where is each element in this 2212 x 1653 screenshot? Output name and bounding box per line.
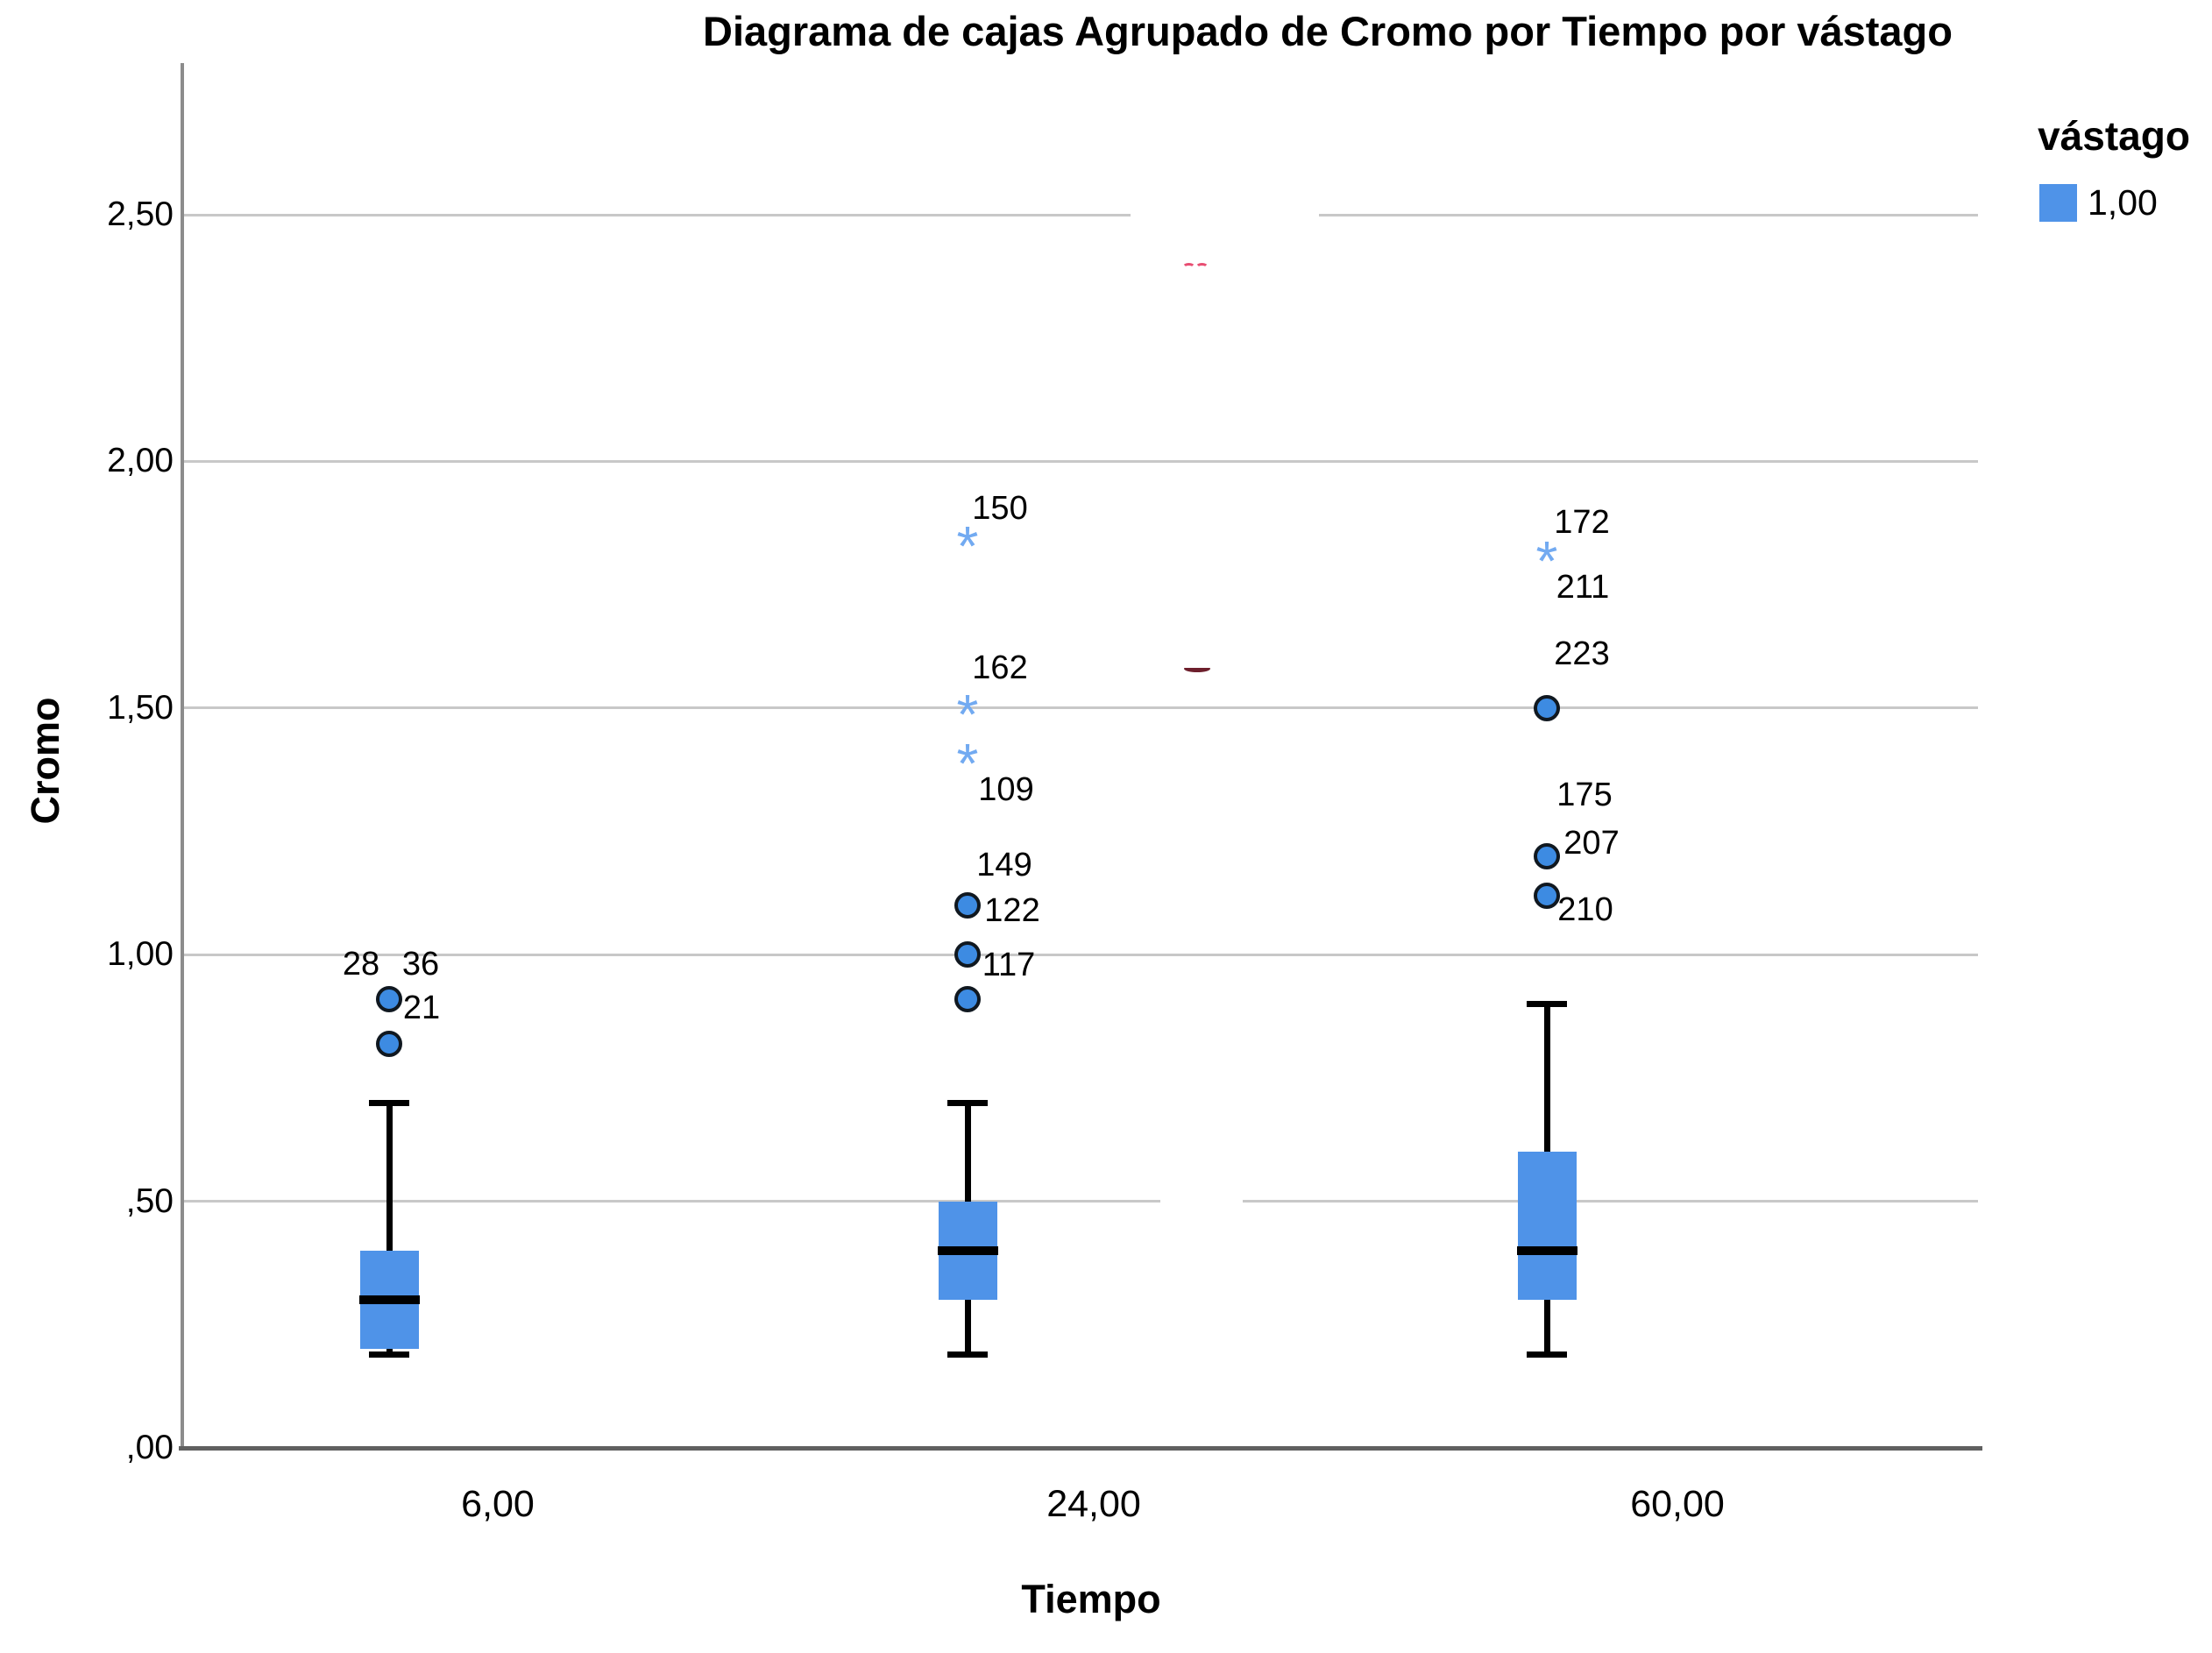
whisker-cap	[369, 1100, 409, 1107]
y-tick-label: 1,00	[107, 935, 174, 974]
outlier-label: 162	[972, 649, 1028, 686]
whisker-stem	[1544, 1300, 1550, 1355]
outlier-label: 109	[978, 771, 1034, 809]
whisker-cap	[947, 1351, 988, 1359]
whisker-stem	[386, 1103, 393, 1251]
whisker-cap	[1527, 1001, 1567, 1008]
outlier-label: 122	[984, 891, 1040, 929]
y-axis-line	[181, 63, 184, 1451]
outlier-circle	[954, 891, 981, 919]
outlier-asterisk: *	[1535, 529, 1558, 593]
outlier-circle	[1534, 694, 1560, 721]
gridline	[182, 459, 1978, 463]
outlier-circle	[376, 1030, 402, 1057]
x-tick-label: 24,00	[1046, 1483, 1141, 1525]
median-line	[937, 1245, 998, 1255]
outlier-circle	[954, 941, 981, 968]
outlier-label: 223	[1554, 635, 1610, 672]
outlier-label: 175	[1556, 776, 1613, 813]
y-tick-label: ,50	[125, 1181, 174, 1220]
squiggle-arc	[1195, 263, 1209, 272]
median-line	[1516, 1245, 1577, 1255]
gridline	[182, 706, 1978, 710]
outlier-asterisk: *	[956, 732, 979, 796]
outlier-label: 36	[401, 945, 440, 983]
y-tick-label: 1,50	[107, 688, 174, 727]
squiggle-arc	[1182, 263, 1195, 272]
outlier-circle	[1534, 842, 1560, 869]
artifact-maroon-dash-icon	[1184, 665, 1210, 672]
gridline	[1243, 1200, 1978, 1203]
median-line	[358, 1295, 420, 1305]
gridline	[1319, 213, 1978, 216]
outlier-asterisk: *	[956, 682, 979, 746]
whisker-cap	[947, 1100, 988, 1107]
legend-entry: 1,00	[2039, 184, 2158, 222]
outlier-label: 21	[402, 989, 441, 1026]
outlier-circle	[1534, 882, 1560, 909]
x-tick-label: 60,00	[1630, 1483, 1725, 1525]
chart-title: Diagrama de cajas Agrupado de Cromo por …	[703, 8, 1953, 54]
gridline	[182, 1200, 1160, 1203]
outlier-label: 117	[982, 947, 1036, 984]
whisker-stem	[1544, 1004, 1550, 1153]
whisker-cap	[1527, 1351, 1567, 1359]
outlier-label: 28	[342, 945, 380, 983]
outlier-asterisk: *	[956, 514, 979, 578]
outlier-label: 210	[1557, 890, 1613, 928]
outlier-label: 207	[1563, 824, 1620, 862]
artifact-pink-squiggle-icon	[1182, 260, 1209, 276]
y-tick-label: ,00	[125, 1429, 174, 1466]
outlier-label: 149	[976, 846, 1032, 883]
boxplot-box	[1517, 1152, 1577, 1301]
x-axis-title: Tiempo	[1021, 1577, 1161, 1621]
whisker-cap	[369, 1351, 409, 1359]
y-tick-label: 2,00	[107, 442, 174, 480]
outlier-label: 172	[1554, 504, 1610, 542]
gridline	[182, 213, 1131, 216]
whisker-stem	[965, 1300, 971, 1355]
x-axis-line	[179, 1446, 1982, 1451]
legend-title: vástago	[2038, 113, 2190, 159]
y-tick-label: 2,50	[107, 195, 174, 233]
gridline	[182, 953, 1978, 956]
x-tick-label: 6,00	[461, 1483, 535, 1525]
whisker-stem	[965, 1103, 971, 1202]
outlier-circle	[954, 985, 981, 1012]
outlier-label: 150	[972, 490, 1028, 528]
outlier-label: 211	[1556, 569, 1610, 607]
outlier-circle	[376, 985, 402, 1012]
legend-entry-label: 1,00	[2088, 182, 2158, 223]
legend-swatch-icon	[2039, 184, 2077, 222]
